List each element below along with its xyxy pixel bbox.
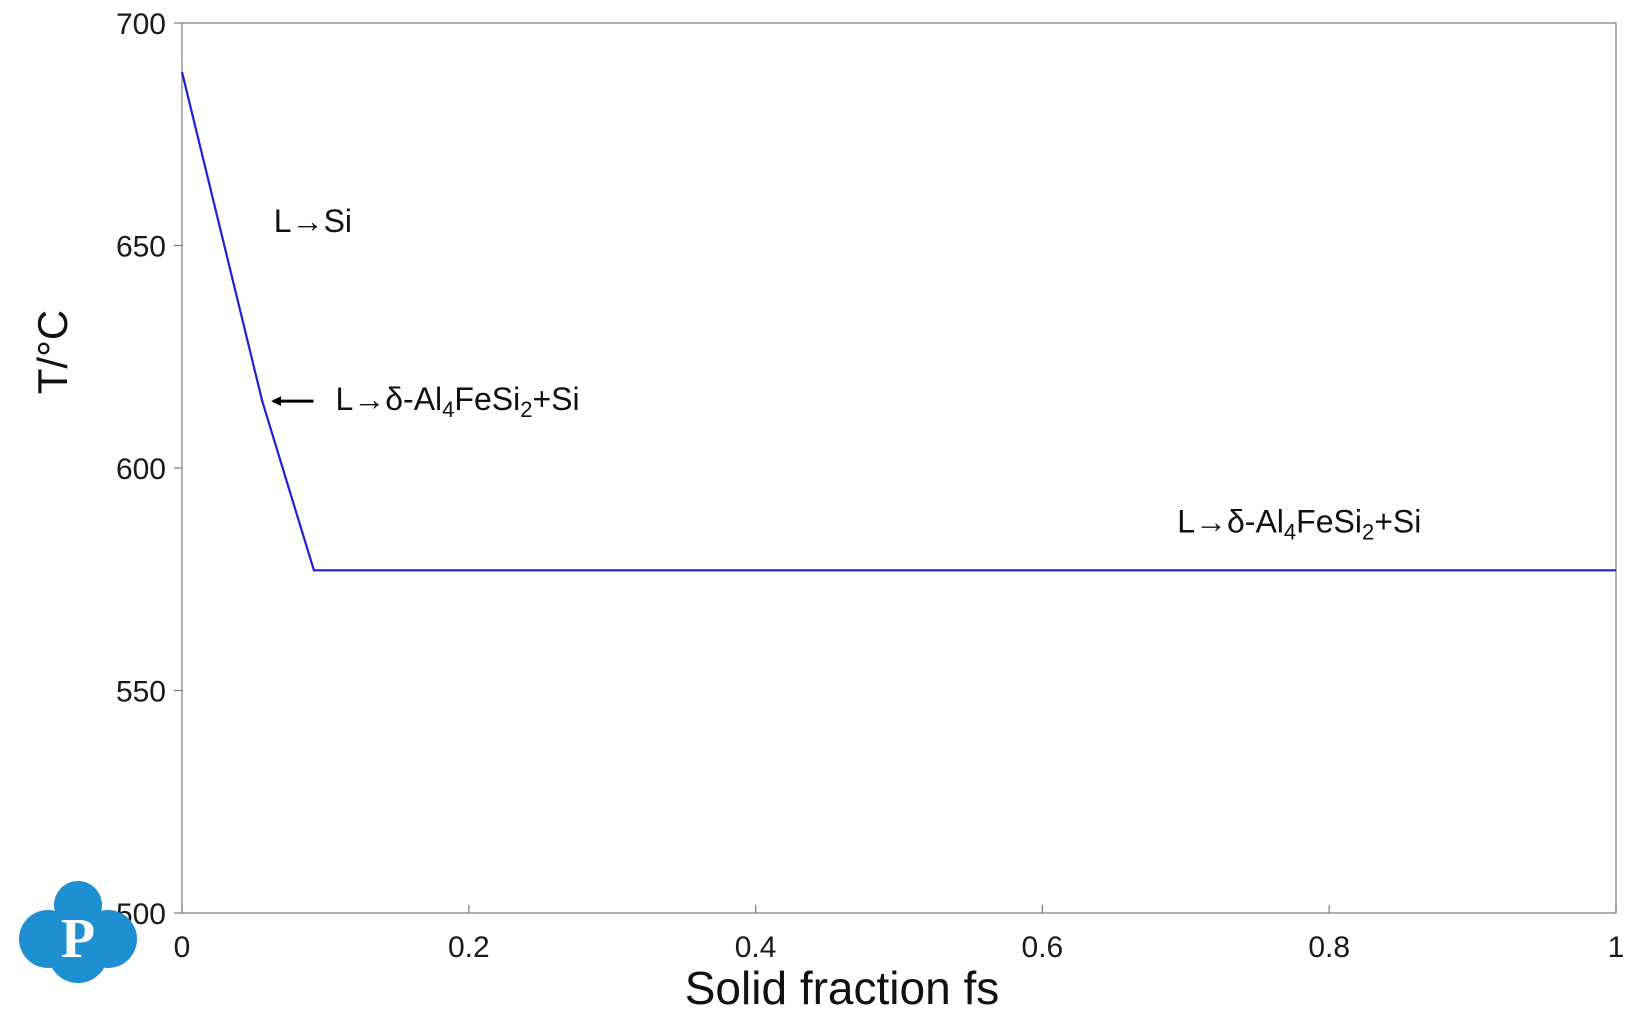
x-tick-label: 0.8 [1308, 931, 1350, 964]
plot-frame [181, 22, 1617, 914]
x-tick-label: 0.4 [735, 931, 777, 964]
logo-letter: P [61, 908, 95, 970]
y-tick-label: 650 [116, 231, 166, 264]
x-tick-label: 0.6 [1022, 931, 1064, 964]
y-axis-title: T/°C [29, 310, 76, 394]
annotation-a1: L→Si [274, 203, 352, 239]
y-tick-label: 550 [116, 676, 166, 709]
series-line [180, 71, 1616, 572]
annotation-a3: L→δ-Al4FeSi2+Si [1177, 504, 1421, 545]
x-tick-label: 0.2 [448, 931, 490, 964]
y-tick-label: 600 [116, 453, 166, 486]
company-logo: P [19, 881, 137, 983]
x-tick-label: 1 [1608, 931, 1625, 964]
x-axis-title: Solid fraction fs [685, 962, 999, 1014]
y-tick-label: 700 [116, 8, 166, 41]
x-tick-label: 0 [174, 931, 191, 964]
annotation-a2: L→δ-Al4FeSi2+Si [335, 381, 579, 422]
